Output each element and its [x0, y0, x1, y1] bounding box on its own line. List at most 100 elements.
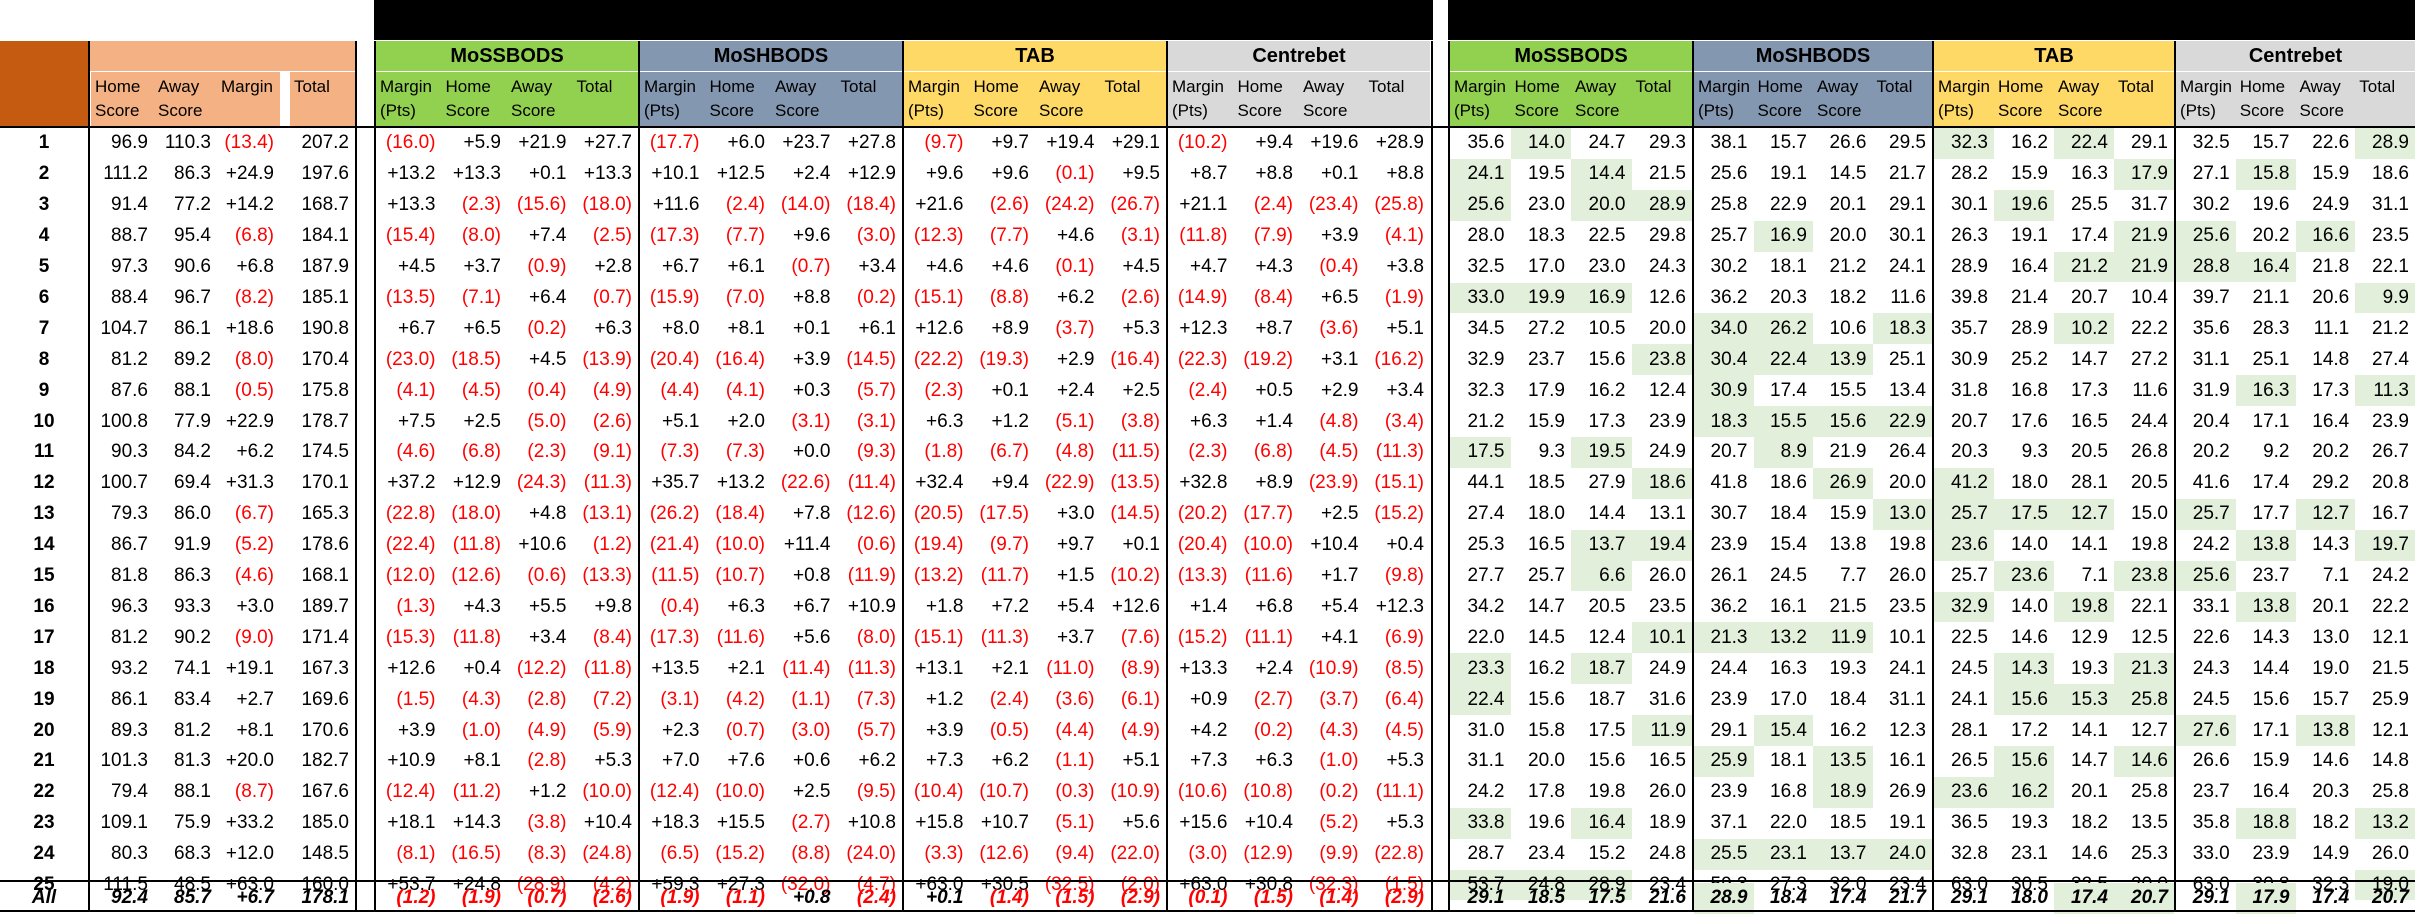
error-cell: (11.9) [847, 565, 896, 587]
round-number: 24 [33, 843, 55, 865]
error-cell: +7.5 [397, 410, 436, 432]
error-cell: +14.3 [452, 812, 501, 834]
abs-error-cell: 24.1 [1889, 256, 1926, 278]
match-avg-cell: 189.7 [301, 595, 349, 617]
abs-error-cell: 28.3 [2252, 317, 2290, 339]
error-cell: (11.3) [980, 626, 1029, 648]
match-avg-cell: 178.7 [301, 410, 349, 432]
abs-error-cell: 13.8 [2235, 591, 2296, 623]
error-cell: (9.8) [1384, 565, 1424, 587]
abs-error-cell: 24.8 [1649, 843, 1686, 865]
error-cell: (7.2) [592, 688, 632, 710]
error-cell: (15.2) [1374, 503, 1424, 525]
model-col-header: Away Score [1571, 72, 1632, 126]
abs-error-cell: 11.9 [1631, 715, 1692, 746]
match-avg-cell: 90.6 [174, 256, 211, 278]
match-avg-cell: 81.8 [111, 565, 148, 587]
model-col-header: Away Score [1035, 72, 1101, 126]
abs-error-cell: 20.1 [2312, 595, 2350, 617]
error-cell: +7.6 [727, 750, 765, 772]
abs-error-cell: 21.3 [2114, 653, 2174, 685]
abs-error-cell: 23.9 [1710, 534, 1748, 556]
error-cell: (7.3) [725, 441, 765, 463]
error-cell: +6.4 [528, 286, 567, 308]
error-cell: (1.1) [1055, 750, 1095, 772]
abs-error-cell: 15.4 [1753, 715, 1813, 746]
abs-error-cell: 16.5 [1528, 534, 1565, 556]
match-avg-cell: 88.4 [111, 286, 148, 308]
model-col-header: Away Score [771, 72, 837, 126]
error-cell: (0.6) [856, 534, 896, 556]
error-cell: (24.2) [1044, 194, 1095, 216]
abs-error-cell: 26.0 [2372, 843, 2409, 865]
round-number: 2 [38, 163, 50, 185]
abs-error-cell: 19.5 [1528, 163, 1565, 185]
match-avg-cell: 182.7 [301, 750, 349, 772]
round-number: 1 [38, 132, 50, 154]
error-cell: (2.3) [461, 194, 501, 216]
error-cell: (3.0) [856, 225, 896, 247]
abs-error-cell: 24.1 [1450, 158, 1511, 190]
error-cell: +5.6 [792, 626, 831, 648]
abs-error-cell: 23.9 [2252, 843, 2290, 865]
error-cell: +2.8 [594, 256, 632, 278]
error-cell: (0.7) [527, 887, 567, 909]
error-cell: +30.8 [1244, 874, 1293, 896]
error-cell: (3.1) [660, 688, 700, 710]
abs-error-cell: 17.0 [1770, 688, 1807, 710]
error-cell: +23.7 [782, 132, 831, 154]
abs-error-cell: 18.2 [1829, 286, 1867, 308]
abs-error-cell: 24.5 [1770, 565, 1807, 587]
match-avg-cell: 167.3 [301, 657, 349, 679]
abs-error-cell: 22.1 [2131, 595, 2168, 617]
error-cell: (22.0) [1110, 843, 1160, 865]
error-cell: (4.1) [725, 379, 765, 401]
error-cell: +4.5 [397, 256, 436, 278]
error-cell: +10.1 [651, 163, 700, 185]
abs-error-cell: 22.9 [1872, 406, 1932, 437]
error-cell: (0.6) [527, 565, 567, 587]
error-cell: (11.3) [1375, 441, 1424, 463]
error-cell: +10.8 [847, 812, 896, 834]
abs-error-cell: 19.6 [1528, 812, 1565, 834]
abs-error-cell: 20.8 [2372, 472, 2409, 494]
error-cell: (0.2) [527, 317, 567, 339]
abs-error-cell: 29.1 [2131, 132, 2168, 154]
error-cell: +15.5 [716, 812, 765, 834]
abs-error-cell: 26.0 [1889, 565, 1926, 587]
error-cell: +2.5 [1320, 503, 1359, 525]
abs-error-cell: 20.1 [1829, 194, 1867, 216]
match-avg-cell: 111.5 [103, 874, 148, 896]
error-cell: (4.4) [1055, 719, 1095, 741]
divider-v [1448, 41, 1450, 910]
error-cell: +37.2 [387, 472, 436, 494]
abs-error-cell: 29.1 [1889, 194, 1926, 216]
error-cell: (4.8) [1319, 410, 1359, 432]
error-cell: (15.9) [649, 286, 700, 308]
abs-error-cell: 28.1 [1951, 719, 1988, 741]
error-cell: +6.0 [727, 132, 765, 154]
divider-v [88, 41, 90, 910]
match-avg-cell: 92.4 [111, 887, 148, 909]
abs-error-cell: 21.5 [1649, 163, 1686, 185]
abs-error-cell: 25.8 [2131, 781, 2168, 803]
abs-error-cell: 36.2 [1710, 595, 1748, 617]
match-averages-title [89, 41, 355, 71]
match-avg-cell: 81.2 [111, 348, 148, 370]
error-cell: +6.5 [1320, 286, 1359, 308]
error-cell: (14.9) [1177, 286, 1228, 308]
error-cell: (1.9) [1384, 286, 1424, 308]
error-cell: (18.0) [582, 194, 632, 216]
round-number: 17 [33, 626, 55, 648]
divider-v [2174, 41, 2176, 910]
error-cell: (1.2) [592, 534, 632, 556]
round-number: 14 [33, 534, 55, 556]
model-col-header: Home Score [1233, 72, 1299, 126]
model-col-header: Away Score [1299, 72, 1365, 126]
error-cell: +7.3 [925, 750, 964, 772]
error-cell: (10.0) [582, 781, 632, 803]
error-cell: +0.3 [792, 379, 831, 401]
abs-error-cell: 17.5 [1450, 437, 1511, 468]
error-cell: +6.3 [1189, 410, 1228, 432]
match-avg-cell: 178.1 [301, 887, 349, 909]
